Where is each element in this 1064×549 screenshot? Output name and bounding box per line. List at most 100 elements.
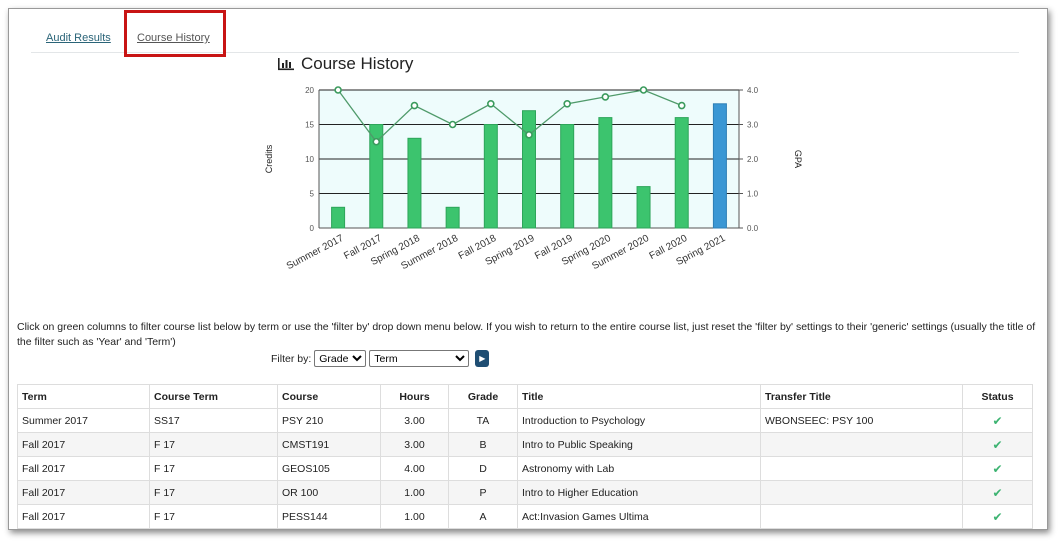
table-cell: Act:Invasion Games Ultima (517, 504, 761, 529)
credits-bar[interactable] (598, 117, 613, 229)
apply-filter-button[interactable]: ▶ (475, 350, 490, 367)
course-history-chart: 0 0.0 5 1.0 10 2.0 15 3.0 20 4.0 Credits GPA Summer … (264, 86, 803, 272)
credits-bar[interactable] (483, 124, 498, 229)
y-tick-label: 20 (305, 86, 314, 95)
gpa-point (601, 93, 610, 101)
column-header[interactable]: Term (17, 384, 150, 409)
column-header[interactable]: Course Term (149, 384, 278, 409)
gpa-point (448, 120, 457, 129)
table-cell: Fall 2017 (17, 432, 150, 457)
gpa-point (525, 131, 533, 139)
gpa-point (372, 137, 381, 146)
y-tick-label: 5 (310, 190, 315, 199)
y-tick-label: 15 (305, 121, 314, 130)
check-icon: ✔ (992, 509, 1003, 524)
y-axis-label: Credits (264, 144, 274, 173)
credits-bar[interactable] (636, 186, 651, 229)
credits-bar[interactable] (674, 117, 689, 229)
credits-bar[interactable] (712, 103, 727, 229)
table-cell: B (448, 432, 518, 457)
table-row: Fall 2017 F 17 PESS144 1.00 A Act:Invasion Ga… (17, 504, 1033, 529)
y2-tick-label: 1.0 (747, 190, 759, 199)
filter-bar: Filter by: Grade Term ▶ (271, 350, 490, 367)
table-cell: 3.00 (380, 432, 449, 457)
table-cell (760, 480, 963, 505)
x-tick-label: Summer 2017 (285, 233, 346, 272)
gpa-point (487, 99, 495, 108)
gpa-point (639, 86, 648, 94)
table-cell: CMST191 (277, 432, 381, 457)
table-cell: 3.00 (380, 408, 449, 433)
table-cell: F 17 (149, 432, 278, 457)
status-check-icon: ✔ (962, 432, 1033, 457)
credits-bar[interactable] (369, 124, 384, 229)
play-icon: ▶ (479, 354, 486, 363)
table-row: Summer 2017 SS17 PSY 210 3.00 TA Introduction… (17, 408, 1033, 433)
table-row: Fall 2017 F 17 CMST191 3.00 B Intro to Public… (17, 432, 1033, 457)
column-header[interactable]: Title (517, 384, 761, 409)
table-cell: 1.00 (380, 504, 449, 529)
table-cell: D (448, 456, 518, 481)
tab-audit-results[interactable]: Audit Results (46, 32, 111, 44)
table-cell: Fall 2017 (17, 480, 150, 505)
table-cell: Introduction to Psychology (517, 408, 761, 433)
table-cell: Fall 2017 (17, 504, 150, 529)
gpa-point (410, 101, 419, 110)
y2-tick-label: 2.0 (747, 155, 759, 164)
term-filter-select[interactable]: Term (369, 350, 470, 367)
table-cell: P (448, 480, 518, 505)
status-check-icon: ✔ (962, 504, 1033, 529)
table-cell: F 17 (149, 504, 278, 529)
gpa-point (334, 86, 342, 94)
column-header[interactable]: Course (277, 384, 381, 409)
table-cell: A (448, 504, 518, 529)
chart-title-text: Course History (301, 54, 414, 73)
credits-bar[interactable] (407, 137, 422, 229)
credits-bar[interactable] (522, 110, 536, 229)
check-icon: ✔ (992, 437, 1003, 452)
y2-tick-label: 3.0 (747, 121, 759, 130)
status-check-icon: ✔ (962, 480, 1033, 505)
status-check-icon: ✔ (962, 408, 1033, 433)
course-table: Term Course Term Course Hours Grade Title Tran… (17, 384, 1033, 529)
credits-bar[interactable] (560, 124, 575, 229)
table-row: Fall 2017 F 17 GEOS105 4.00 D Astronomy with … (17, 456, 1033, 481)
table-cell: Intro to Public Speaking (517, 432, 761, 457)
table-cell: SS17 (149, 408, 278, 433)
table-cell: WBONSEEC: PSY 100 (760, 408, 963, 433)
y2-tick-label: 0.0 (747, 224, 759, 233)
credits-bar[interactable] (331, 206, 346, 229)
column-header[interactable]: Transfer Title (760, 384, 963, 409)
check-icon: ✔ (992, 413, 1003, 428)
column-header[interactable]: Status (962, 384, 1033, 409)
table-cell: 4.00 (380, 456, 449, 481)
status-check-icon: ✔ (962, 456, 1033, 481)
table-cell (760, 504, 963, 529)
y2-tick-label: 4.0 (747, 86, 759, 95)
check-icon: ✔ (992, 461, 1003, 476)
table-cell: TA (448, 408, 518, 433)
credits-bar[interactable] (445, 206, 460, 229)
table-cell: Fall 2017 (17, 456, 150, 481)
y-tick-label: 0 (310, 224, 315, 233)
column-header[interactable]: Hours (380, 384, 449, 409)
table-cell: Astronomy with Lab (517, 456, 761, 481)
table-cell: GEOS105 (277, 456, 381, 481)
tab-course-history[interactable]: Course History (137, 32, 210, 44)
table-row: Fall 2017 F 17 OR 100 1.00 P Intro to Higher … (17, 480, 1033, 505)
grade-filter-select[interactable]: Grade (314, 350, 367, 367)
table-cell: 1.00 (380, 480, 449, 505)
table-cell: OR 100 (277, 480, 381, 505)
table-cell: PESS144 (277, 504, 381, 529)
check-icon: ✔ (992, 485, 1003, 500)
help-text: Click on green columns to filter course … (17, 321, 1036, 348)
table-cell (760, 456, 963, 481)
column-header[interactable]: Grade (448, 384, 518, 409)
table-cell: Summer 2017 (17, 408, 150, 433)
course-history-page: Audit Results Course History Course Hist… (8, 8, 1048, 530)
gpa-point (677, 101, 686, 110)
highlight-box (124, 10, 226, 57)
table-cell (760, 432, 963, 457)
table-cell: PSY 210 (277, 408, 381, 433)
tab-bar: Audit Results Course History (31, 21, 1019, 53)
